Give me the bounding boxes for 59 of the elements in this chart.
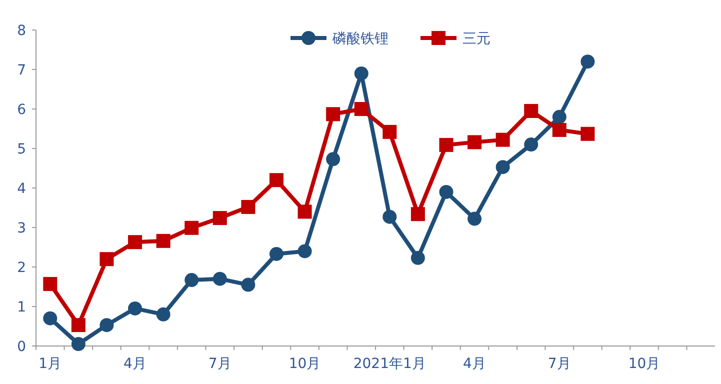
y-tick-label: 1: [17, 299, 26, 316]
x-tick-label: 4月: [124, 356, 146, 372]
point: [382, 124, 397, 139]
point: [468, 135, 482, 150]
point: [382, 210, 397, 224]
y-tick-label: 3: [17, 220, 26, 236]
point: [298, 204, 312, 219]
point: [326, 107, 340, 122]
point: [326, 152, 340, 166]
point: [241, 200, 256, 214]
point: [439, 184, 454, 199]
point: [524, 104, 538, 118]
point: [269, 246, 284, 261]
point: [156, 234, 170, 248]
x-tick-label: 1月: [38, 356, 62, 372]
point: [71, 318, 86, 332]
point: [241, 278, 256, 292]
point: [552, 122, 566, 137]
point: [580, 54, 595, 69]
point: [552, 110, 566, 124]
point: [410, 250, 425, 265]
point: [156, 307, 170, 322]
y-tick-label: 5: [17, 141, 26, 158]
y-tick-label: 6: [17, 102, 26, 118]
point: [184, 220, 199, 235]
point: [128, 301, 142, 316]
y-tick-label: 8: [17, 22, 26, 39]
point: [354, 102, 368, 116]
y-tick-label: 0: [17, 338, 26, 355]
point: [212, 272, 227, 286]
point: [410, 207, 425, 222]
point: [524, 138, 538, 152]
point: [580, 126, 595, 141]
x-tick-label: 10月: [628, 356, 660, 372]
point: [354, 66, 368, 80]
point: [496, 160, 510, 174]
y-tick-label: 7: [17, 62, 26, 78]
x-tick-label: 4月: [463, 356, 486, 372]
y-tick-label: 2: [17, 260, 26, 276]
x-tick-label: 7月: [548, 356, 571, 372]
x-tick-label: 2021年1月: [353, 356, 426, 372]
point: [100, 252, 114, 266]
point: [71, 337, 86, 352]
point: [298, 244, 312, 258]
y-tick-label: 4: [17, 180, 26, 197]
point: [439, 138, 454, 152]
legend-label: 磷酸铁锂: [332, 30, 388, 47]
x-tick-label: 7月: [208, 356, 232, 372]
point: [43, 276, 58, 291]
x-tick-label: 10月: [288, 356, 321, 372]
point: [128, 235, 142, 250]
point: [43, 311, 58, 326]
point: [269, 173, 284, 188]
point: [468, 212, 482, 226]
point: [212, 211, 227, 226]
point: [184, 273, 199, 288]
point: [100, 318, 114, 332]
point: [496, 132, 510, 147]
legend-label: 三元: [462, 30, 490, 47]
